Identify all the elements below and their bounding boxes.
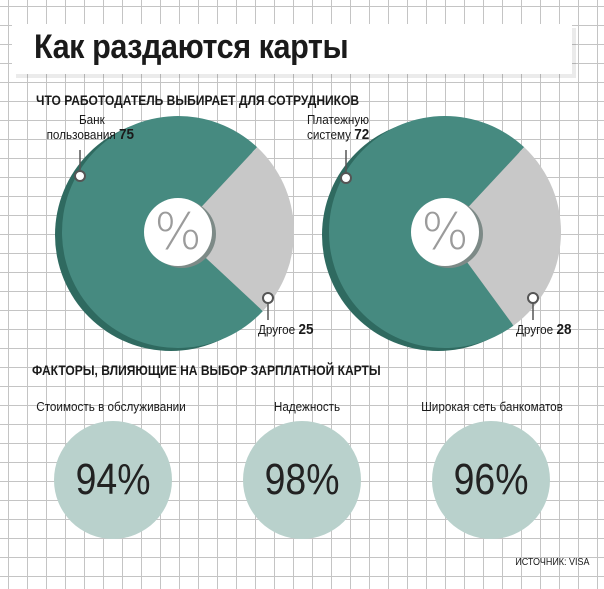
label-other-2-text: Другое [516,322,554,337]
label-payment-system-line1: Платежную [307,112,370,127]
factor-value-atm-network: 96% [453,455,529,504]
factor-label-reliability: Надежность [273,399,341,414]
factor-value-reliability: 98% [264,455,340,504]
factor-label-atm-network: Широкая сеть банкоматов [421,399,563,414]
label-payment-system-value: 72 [354,126,370,143]
donut-center-percent: % [421,203,469,261]
donut-hole [411,198,479,266]
factor-circle-reliability: 98% [243,421,361,539]
label-bank-usage-line2: пользования [46,127,116,142]
factor-circle-cost: 94% [54,421,172,539]
label-bank-usage-line1: Банк [79,112,105,127]
label-other-2-value: 28 [556,321,572,338]
leader-dot-main [340,172,352,184]
donut-center-percent: % [154,203,202,261]
label-bank-usage-value: 75 [119,126,135,143]
slice-other-1 [178,147,294,312]
factor-circle-atm-network: 96% [432,421,550,539]
label-other-1-value: 25 [298,321,314,338]
leader-dot-other [527,292,539,304]
donut-hole [144,198,212,266]
factor-value-cost: 94% [75,455,151,504]
label-other-1: Другое 25 [258,322,313,337]
donut-chart-bank: % [55,115,294,351]
title-banner: Как раздаются карты [12,24,572,74]
label-payment-system: Платежную систему 72 [307,112,369,142]
label-bank-usage: Банк пользования 75 [47,112,134,142]
leader-dot-other [262,292,274,304]
label-other-1-text: Другое [258,322,296,337]
section-employer-choice-title: ЧТО РАБОТОДАТЕЛЬ ВЫБИРАЕТ ДЛЯ СОТРУДНИКО… [36,92,360,108]
factor-label-cost: Стоимость в обслуживании [36,399,186,414]
page-title: Как раздаются карты [34,28,349,66]
donut-chart-payment-system: % [322,116,561,351]
source-note: ИСТОЧНИК: VISA [515,557,590,568]
label-payment-system-line2: систему [307,127,352,142]
leader-dot-main [74,170,86,182]
label-other-2: Другое 28 [516,322,571,337]
slice-other-2 [445,147,561,326]
section-factors-title: ФАКТОРЫ, ВЛИЯЮЩИЕ НА ВЫБОР ЗАРПЛАТНОЙ КА… [32,362,381,378]
